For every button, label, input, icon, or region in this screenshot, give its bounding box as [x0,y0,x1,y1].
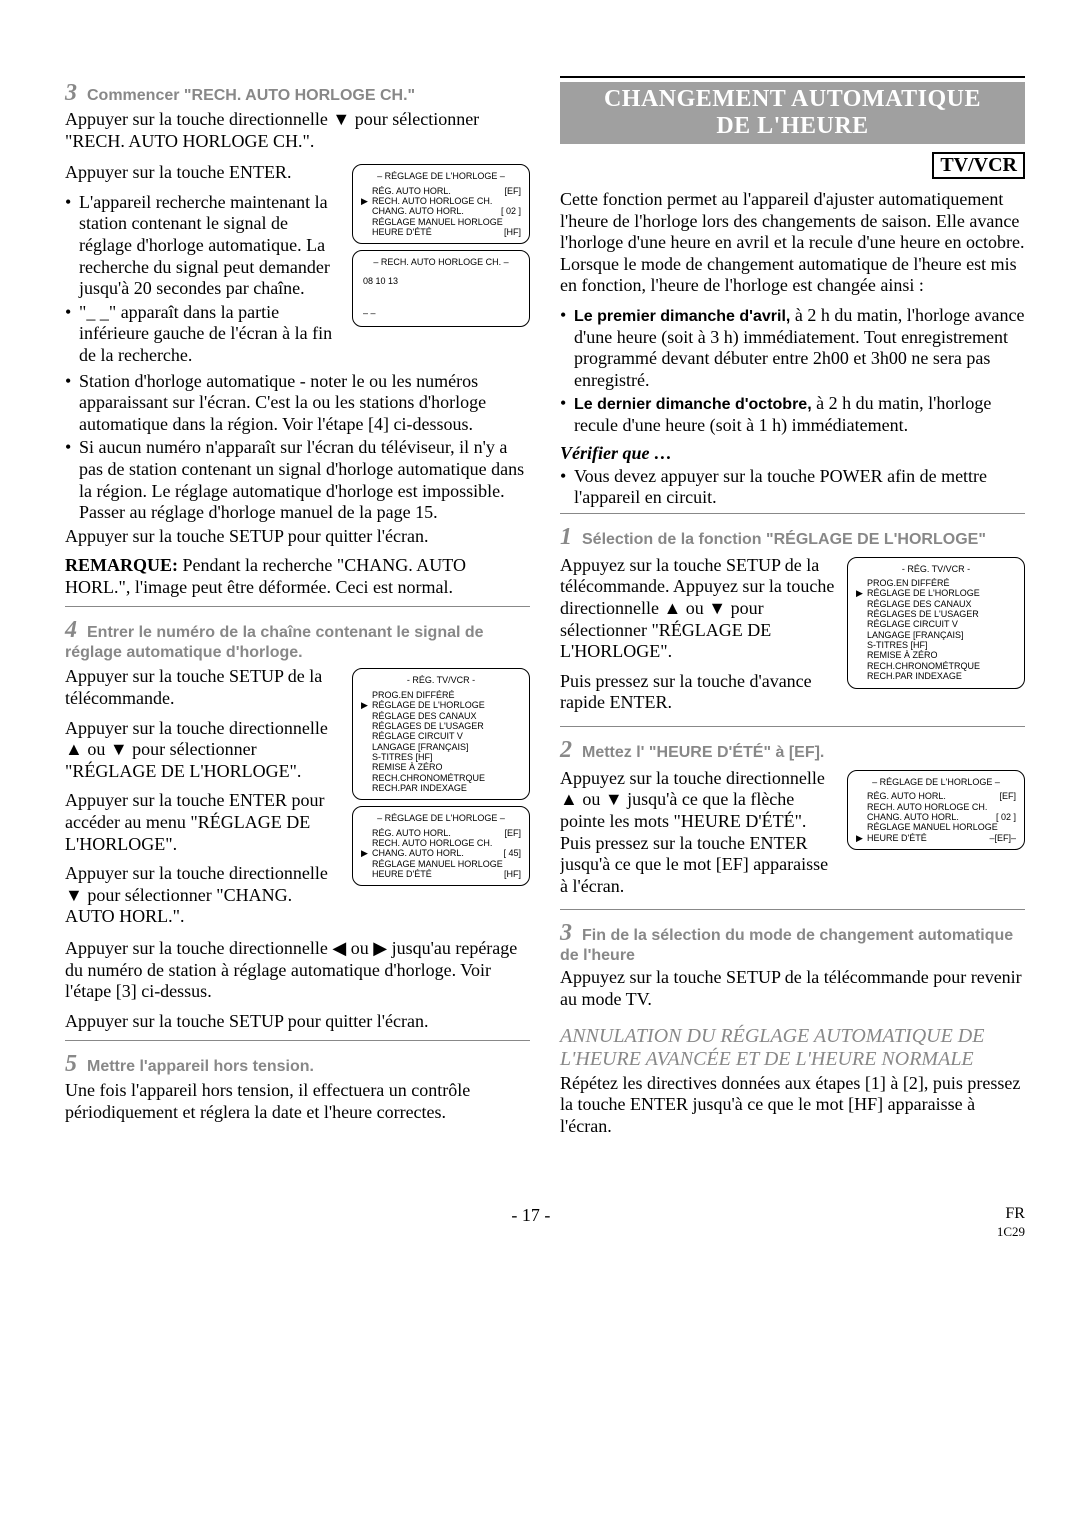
page-number: - 17 - [511,1205,550,1241]
osd-tvvcr-r-box: - RÉG. TV/VCR - PROG.EN DIFFÉRÉ▶RÉGLAGE … [847,553,1025,693]
step4-heading: 4 Entrer le numéro de la chaîne contenan… [65,617,530,662]
osd-horloge-title: – RÉGLAGE DE L'HORLOGE – [361,171,521,181]
rstep3-number: 3 [560,920,572,946]
step3-heading: 3 Commencer "RECH. AUTO HORLOGE CH." [65,80,530,107]
divider [65,606,530,607]
osd-row: RECH.CHRONOMÉTRQUE [361,773,521,783]
osd-row: HEURE D'ÉTÉ[HF] [361,869,521,879]
osd-row: S-TITRES [HF] [361,752,521,762]
annulation-heading: ANNULATION DU RÉGLAGE AUTOMATIQUE DE L'H… [560,1025,1025,1071]
osd-row: RECH.CHRONOMÉTRQUE [856,661,1016,671]
step3-p1: Appuyer sur la touche directionnelle ▼ p… [65,109,530,152]
section-title-l1: CHANGEMENT AUTOMATIQUE [604,86,981,112]
right-b1-bold: Le premier dimanche d'avril, [574,308,790,325]
divider [65,1040,530,1041]
osd-row: RÉGLAGE DES CANAUX [856,599,1016,609]
step4-label: Entrer le numéro de la chaîne contenant … [65,624,484,661]
divider [560,513,1025,514]
divider [560,726,1025,727]
rstep2-number: 2 [560,737,572,763]
osd-row: RÉGLAGE CIRCUIT V [361,731,521,741]
rstep3-label: Fin de la sélection du mode de changemen… [560,927,1013,964]
osd-row: RÉGLAGE CIRCUIT V [856,619,1016,629]
osd-row: RÉGLAGES DE L'USAGER [361,721,521,731]
step3-label: Commencer "RECH. AUTO HORLOGE CH." [87,87,415,104]
osd-row: CHANG. AUTO HORL.[ 02 ] [856,812,1016,822]
rstep1-number: 1 [560,524,572,550]
osd-row: REMISE À ZÉRO [856,650,1016,660]
step5-heading: 5 Mettre l'appareil hors tension. [65,1051,530,1078]
step5-p1: Une fois l'appareil hors tension, il eff… [65,1080,530,1123]
step4-number: 4 [65,617,77,643]
step3-b3: Station d'horloge automatique - noter le… [65,371,530,436]
osd-horloge-r-box: – RÉGLAGE DE L'HORLOGE – RÉG. AUTO HORL.… [847,766,1025,854]
osd-row: RÉGLAGE MANUEL HORLOGE [361,859,521,869]
osd-row: RÉGLAGE DES CANAUX [361,711,521,721]
tvvcr-badge: TV/VCR [932,152,1025,179]
osd-row: ▶HEURE D'ÉTÉ–[EF]– [856,833,1016,843]
osd-row: RÉG. AUTO HORL.[EF] [856,791,1016,801]
step3-number: 3 [65,80,77,106]
section-title-bar: CHANGEMENT AUTOMATIQUE DE L'HEURE [560,82,1025,144]
osd-row: RECH. AUTO HORLOGE CH. [856,802,1016,812]
step4-p5: Appuyer sur la touche directionnelle ◀ o… [65,938,530,1003]
osd-tvvcr-box: - RÉG. TV/VCR - PROG.EN DIFFÉRÉ▶RÉGLAGE … [352,664,530,890]
footer-code: 1C29 [997,1224,1025,1239]
section-top-rule [560,76,1025,78]
rstep1-label: Sélection de la fonction "RÉGLAGE DE L'H… [582,531,986,548]
osd-horloge2-title: – RÉGLAGE DE L'HORLOGE – [361,813,521,823]
footer-fr: FR [1005,1205,1025,1222]
osd-horloge-r-title: – RÉGLAGE DE L'HORLOGE – [856,777,1016,787]
step3-b2: "_ _" apparaît dans la partie inférieure… [65,302,530,367]
remarque-label: REMARQUE: [65,555,178,575]
divider [560,909,1025,910]
osd-row: ▶CHANG. AUTO HORL.[ 45] [361,848,521,858]
osd-row: RECH.PAR INDEXAGE [361,783,521,793]
step3-p3: Appuyer sur la touche SETUP pour quitter… [65,526,530,548]
right-b1: Le premier dimanche d'avril, à 2 h du ma… [560,305,1025,391]
two-column-layout: 3 Commencer "RECH. AUTO HORLOGE CH." App… [65,70,1025,1145]
osd-tvvcr-title: - RÉG. TV/VCR - [361,675,521,685]
step4-p6: Appuyer sur la touche SETUP pour quitter… [65,1011,530,1033]
osd-row: REMISE À ZÉRO [361,762,521,772]
step5-label: Mettre l'appareil hors tension. [87,1058,314,1075]
rstep2-heading: 2 Mettez l' "HEURE D'ÉTÉ" à [EF]. [560,737,1025,764]
step3-b4: Si aucun numéro n'apparaît sur l'écran d… [65,437,530,523]
osd-row: RÉGLAGES DE L'USAGER [856,609,1016,619]
osd-row: ▶RÉGLAGE DE L'HORLOGE [361,700,521,710]
page-footer: - 17 - FR 1C29 [65,1205,1025,1241]
section-title-l2: DE L'HEURE [716,113,868,139]
osd-row: RECH.PAR INDEXAGE [856,671,1016,681]
osd-tvvcr-r-title: - RÉG. TV/VCR - [856,564,1016,574]
osd-row: LANGAGE [FRANÇAIS] [856,630,1016,640]
osd-row: RECH. AUTO HORLOGE CH. [361,838,521,848]
step5-number: 5 [65,1051,77,1077]
page: 3 Commencer "RECH. AUTO HORLOGE CH." App… [0,0,1080,1271]
rstep2-label: Mettez l' "HEURE D'ÉTÉ" à [EF]. [582,744,824,761]
osd-row: LANGAGE [FRANÇAIS] [361,742,521,752]
right-b2-bold: Le dernier dimanche d'octobre, [574,396,812,413]
right-b3: Vous devez appuyer sur la touche POWER a… [560,466,1025,509]
annulation-p: Répétez les directives données aux étape… [560,1073,1025,1138]
left-column: 3 Commencer "RECH. AUTO HORLOGE CH." App… [65,70,530,1145]
verifier-heading: Vérifier que … [560,443,1025,464]
rstep3-heading: 3 Fin de la sélection du mode de changem… [560,920,1025,965]
rstep3-p1: Appuyez sur la touche SETUP de la téléco… [560,967,1025,1010]
osd-row: PROG.EN DIFFÉRÉ [361,690,521,700]
right-column: CHANGEMENT AUTOMATIQUE DE L'HEURE TV/VCR… [560,70,1025,1145]
osd-row: ▶RÉGLAGE DE L'HORLOGE [856,588,1016,598]
osd-row: RÉG. AUTO HORL.[EF] [361,828,521,838]
right-b2: Le dernier dimanche d'octobre, à 2 h du … [560,393,1025,436]
osd-row: RÉGLAGE MANUEL HORLOGE [856,822,1016,832]
intro-text: Cette fonction permet au l'appareil d'aj… [560,189,1025,297]
osd-row: S-TITRES [HF] [856,640,1016,650]
rstep1-heading: 1 Sélection de la fonction "RÉGLAGE DE L… [560,524,1025,551]
step3-remarque: REMARQUE: Pendant la recherche "CHANG. A… [65,555,530,598]
osd-row: PROG.EN DIFFÉRÉ [856,578,1016,588]
step3-b1: L'appareil recherche maintenant la stati… [65,192,530,300]
